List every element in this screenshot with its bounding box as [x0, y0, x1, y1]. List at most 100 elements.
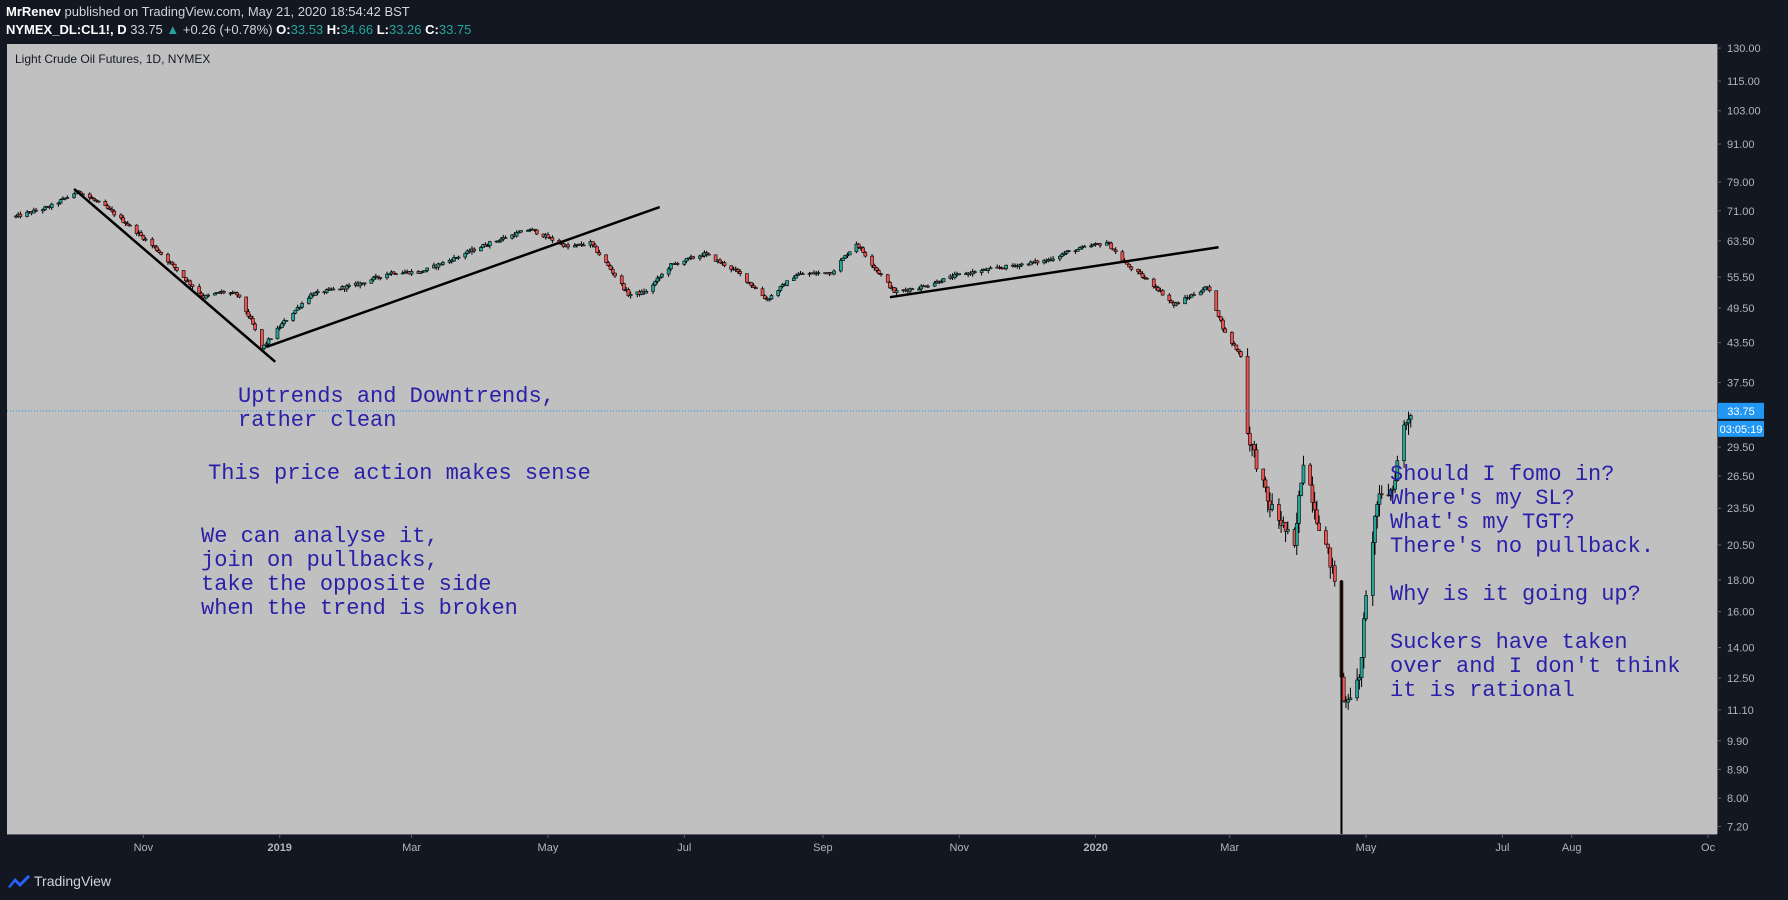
symbol-label[interactable]: NYMEX_DL:CL1!, D	[6, 22, 127, 37]
candle-body	[1234, 344, 1239, 350]
candle-body	[517, 231, 521, 234]
candle-body	[1308, 464, 1312, 486]
y-tick-label: 63.50	[1727, 236, 1755, 248]
candle-body	[874, 267, 879, 271]
x-tick-label: Mar	[1220, 842, 1239, 854]
candle-body	[606, 262, 611, 266]
candle-body	[344, 285, 349, 290]
candle-body	[1058, 255, 1062, 260]
x-tick-label: Nov	[949, 842, 969, 854]
y-tick-label: 18.00	[1727, 575, 1755, 587]
candle-body	[1252, 444, 1257, 451]
candle-body	[729, 265, 734, 270]
candle-body	[794, 274, 798, 279]
candle-body	[1062, 253, 1067, 255]
candle-body	[358, 282, 362, 287]
author-name[interactable]: MrRenev	[6, 4, 61, 19]
candle-body	[939, 281, 944, 284]
chart-header: MrRenev published on TradingView.com, Ma…	[0, 0, 1788, 44]
candle-body	[157, 250, 161, 253]
candle-body	[1341, 676, 1346, 702]
candle-body	[90, 197, 94, 199]
candle-body	[926, 285, 930, 288]
candle-body	[760, 288, 765, 297]
candle-body	[847, 251, 852, 256]
candle-body	[347, 284, 351, 287]
candle-body	[293, 309, 298, 314]
candle-body	[519, 230, 523, 233]
candle-body	[843, 254, 848, 259]
candle-body	[1357, 677, 1362, 681]
candle-body	[1355, 679, 1359, 699]
candle-body	[704, 252, 709, 255]
candle-body	[213, 292, 217, 296]
candle-body	[25, 211, 29, 217]
candle-body	[885, 274, 890, 283]
x-tick-label: Sep	[813, 842, 833, 854]
candle-body	[275, 327, 280, 340]
candle-body	[1140, 273, 1145, 278]
candle-body	[1075, 249, 1080, 252]
candle-body	[1167, 294, 1172, 301]
candle-body	[749, 282, 754, 286]
candle-body	[876, 269, 881, 274]
y-tick-label: 23.50	[1727, 503, 1755, 515]
candle-body	[34, 209, 38, 212]
footer-brand[interactable]: TradingView	[34, 873, 112, 889]
y-tick-label: 9.90	[1727, 736, 1748, 748]
candle-body	[861, 247, 865, 253]
candlestick-chart[interactable]: 130.00 115.00 103.00 91.00 79.00 71.00 63.50 55…	[7, 44, 1782, 862]
candle-body	[1391, 488, 1395, 491]
candle-body	[441, 262, 445, 265]
candle-body	[550, 237, 555, 241]
candle-body	[686, 257, 691, 260]
candle-body	[1113, 249, 1118, 253]
candle-body	[675, 263, 680, 265]
x-tick-label: 2019	[267, 842, 291, 854]
candle-body	[112, 210, 117, 216]
candle-body	[888, 281, 892, 289]
y-tick-label: 11.10	[1727, 705, 1754, 717]
candle-body	[105, 205, 110, 209]
candle-body	[986, 268, 991, 271]
candle-body	[894, 290, 899, 293]
candle-body	[534, 229, 539, 235]
candle-body	[919, 285, 924, 290]
y-tick-label: 8.00	[1727, 793, 1748, 805]
candle-body	[778, 286, 783, 291]
candle-body	[566, 244, 570, 248]
candle-body	[1216, 310, 1221, 317]
candle-body	[722, 262, 727, 267]
chart-area[interactable]: 130.00 115.00 103.00 91.00 79.00 71.00 63.50 55…	[7, 44, 1782, 862]
candle-body	[595, 246, 599, 253]
candle-body	[651, 284, 655, 292]
price-change: +0.26 (+0.78%)	[182, 22, 273, 37]
candle-body	[932, 282, 937, 287]
candle-body	[1265, 486, 1270, 502]
candle-body	[237, 294, 242, 298]
candle-body	[313, 292, 318, 296]
candle-body	[1373, 515, 1377, 543]
y-tick-label: 49.50	[1727, 303, 1755, 315]
publish-date: published on TradingView.com, May 21, 20…	[60, 4, 410, 19]
candle-body	[1035, 260, 1040, 264]
candle-body	[1283, 521, 1288, 532]
candle-body	[1370, 542, 1375, 596]
candle-body	[767, 298, 772, 301]
candle-body	[456, 256, 461, 259]
candle-body	[266, 338, 271, 345]
candle-body	[816, 272, 821, 274]
candle-body	[1239, 351, 1243, 357]
candle-body	[58, 199, 63, 204]
candle-body	[483, 244, 488, 247]
candle-body	[300, 303, 304, 308]
candle-body	[1254, 449, 1259, 470]
candle-body	[1248, 433, 1252, 446]
candle-body	[175, 267, 179, 271]
candle-body	[1129, 266, 1134, 270]
candle-body	[1348, 697, 1353, 701]
open-value: 33.53	[290, 22, 324, 37]
y-tick-label: 91.00	[1727, 139, 1755, 151]
tradingview-logo-icon	[8, 875, 30, 888]
x-tick-label: May	[1356, 842, 1377, 854]
